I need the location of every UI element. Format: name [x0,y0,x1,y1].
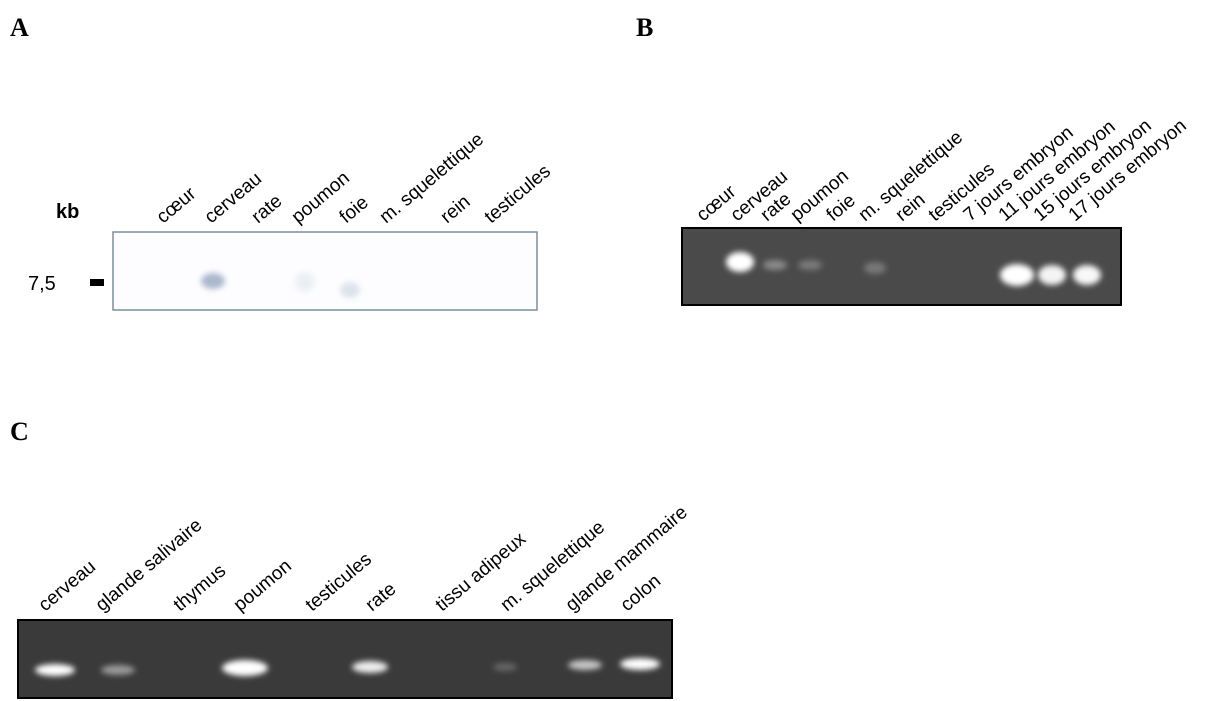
unit-label: kb [56,201,79,223]
lane-label: foie [336,192,373,228]
lane-label: rein [437,191,475,227]
panel-label: B [636,13,653,42]
gel [18,620,672,698]
panel-label: C [10,417,29,446]
band [1038,265,1066,285]
band [726,252,754,272]
panel-label: A [10,13,29,42]
band [763,260,787,270]
lane-label: rate [248,191,287,228]
band [201,273,225,289]
band [620,658,660,670]
lane-label: poumon [230,556,296,616]
band [864,262,886,274]
band [1073,265,1101,285]
marker-dash [90,279,104,286]
blot [113,232,537,310]
band [1000,264,1034,286]
band [222,660,268,676]
lane-label: testicules [481,161,555,228]
band [493,663,517,671]
lane-label: colon [617,571,665,616]
band [35,664,75,676]
lane-label: cœur [153,183,201,228]
lane-label: testicules [302,549,376,616]
band [568,660,602,670]
lane-label: rate [362,579,401,616]
lane-label: thymus [170,560,230,615]
lane-label: m. squelettique [376,129,488,228]
size-marker: 7,5 [28,273,56,295]
band [340,282,360,298]
lane-label: cerveau [35,556,100,616]
band [101,665,135,675]
band [295,272,315,292]
band [352,661,388,673]
figure: A kb 7,5 B C cœur cerveau rate poumon foiem.… [0,0,1217,701]
band [798,260,822,270]
